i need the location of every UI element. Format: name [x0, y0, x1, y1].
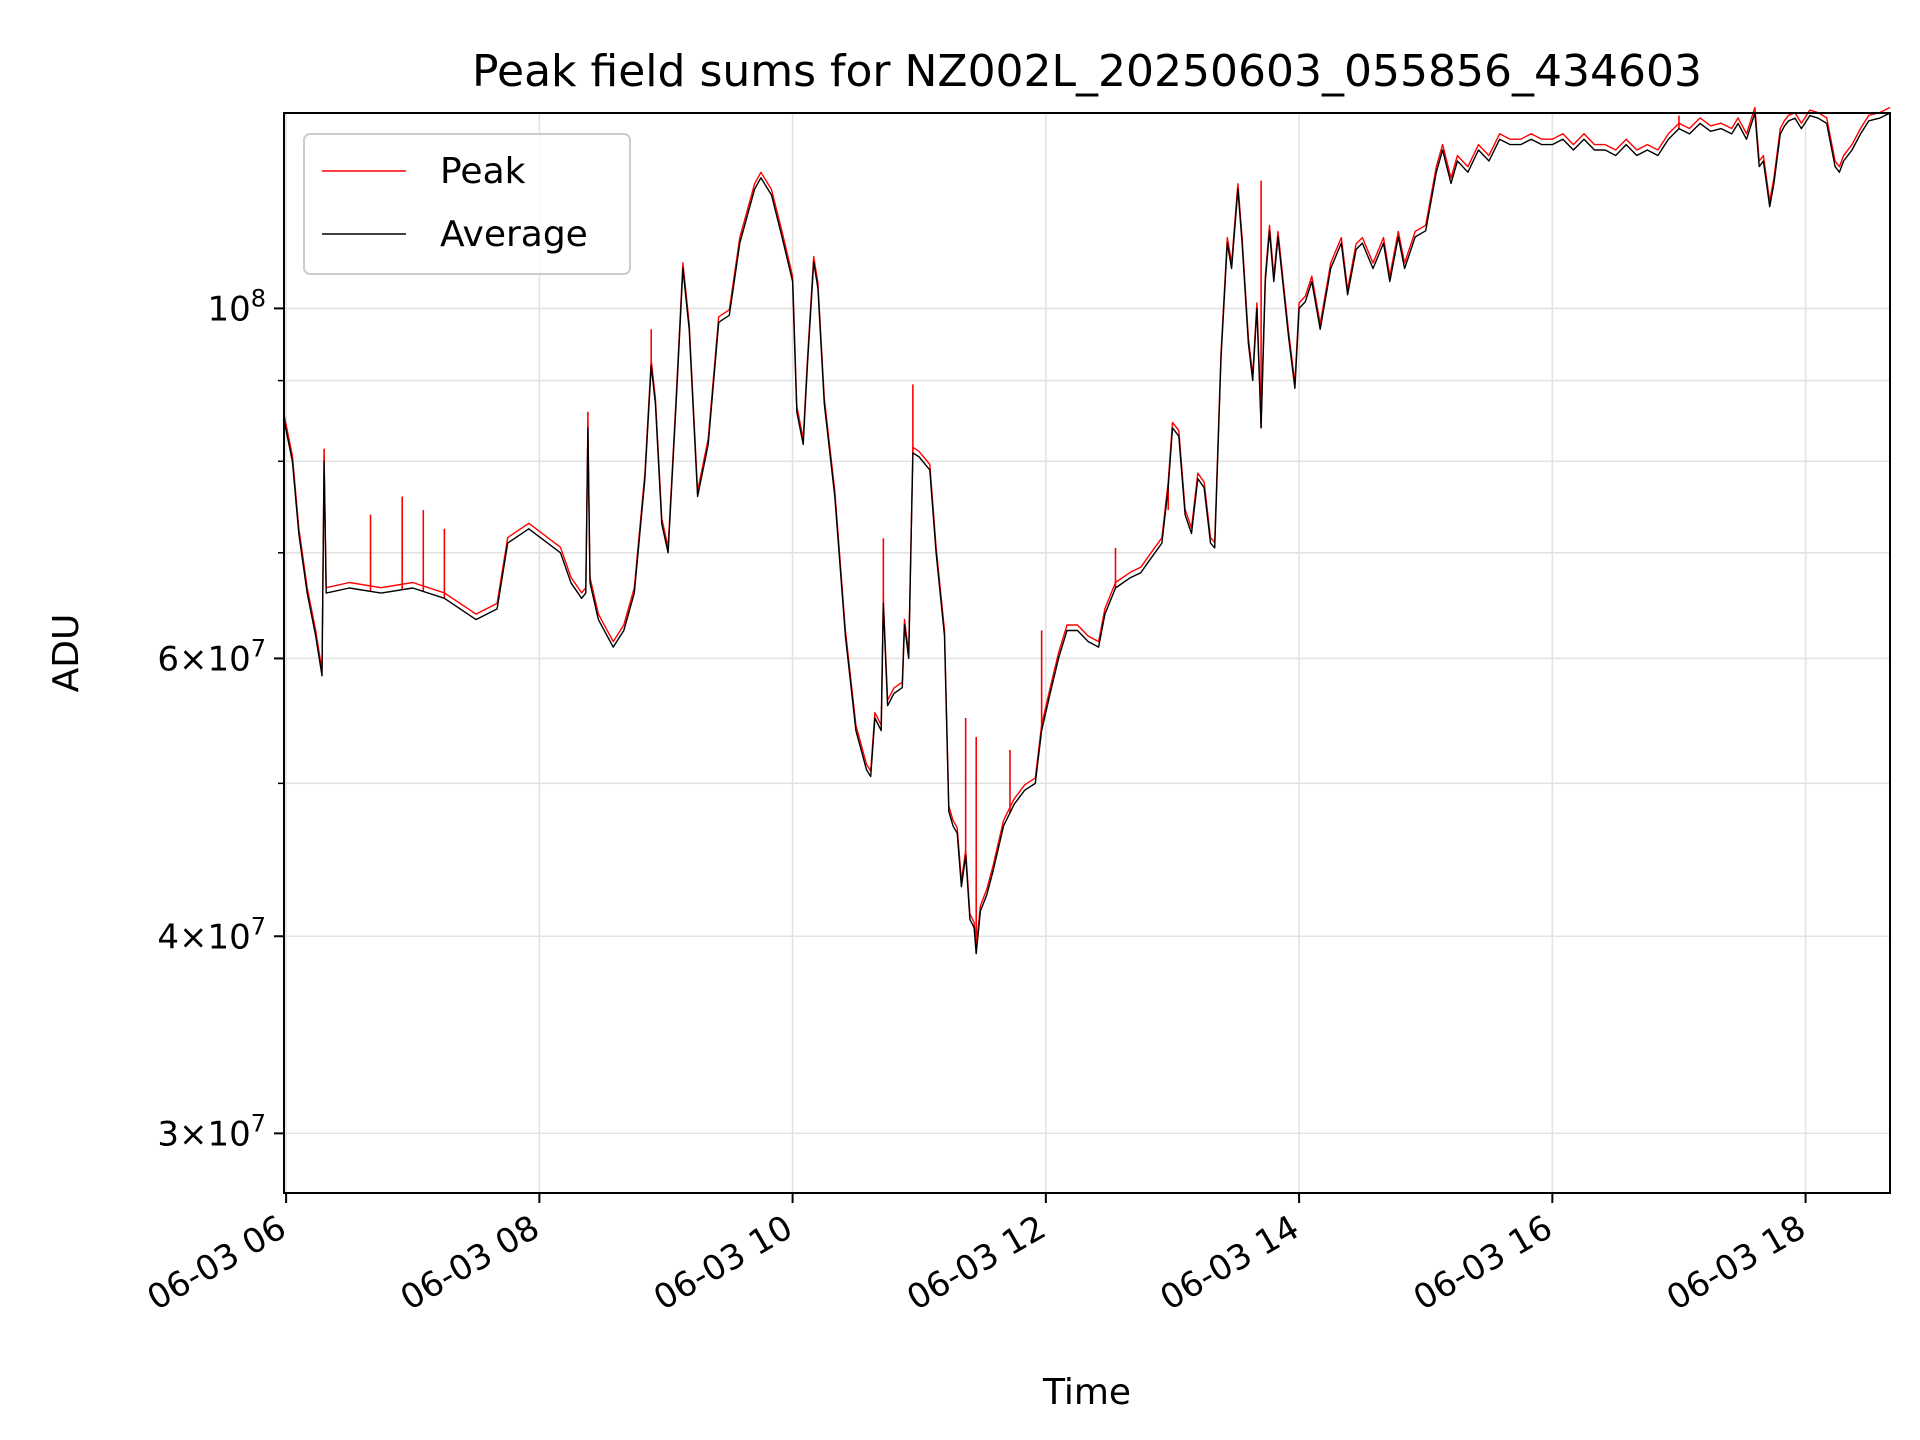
- series-layer: [283, 106, 1891, 955]
- chart-title: Peak field sums for NZ002L_20250603_0558…: [472, 46, 1702, 97]
- x-axis-title: Time: [1042, 1372, 1131, 1413]
- legend-label-average: Average: [440, 214, 588, 255]
- legend-box: [303, 133, 631, 275]
- y-axis-ticks: 3×107 4×107 6×107 108: [157, 284, 284, 1154]
- legend-label-peak: Peak: [440, 151, 526, 192]
- y-tick-label: 108: [207, 284, 266, 329]
- plot-frame: [283, 112, 1891, 1194]
- y-axis-title: ADU: [46, 614, 87, 693]
- y-tick-label: 4×107: [157, 912, 266, 957]
- y-tick-label: 3×107: [157, 1109, 266, 1154]
- legend: Peak Average: [303, 133, 631, 275]
- series-average-line: [283, 112, 1891, 955]
- grid-layer: [284, 113, 1890, 1193]
- y-tick-label: 6×107: [157, 634, 266, 679]
